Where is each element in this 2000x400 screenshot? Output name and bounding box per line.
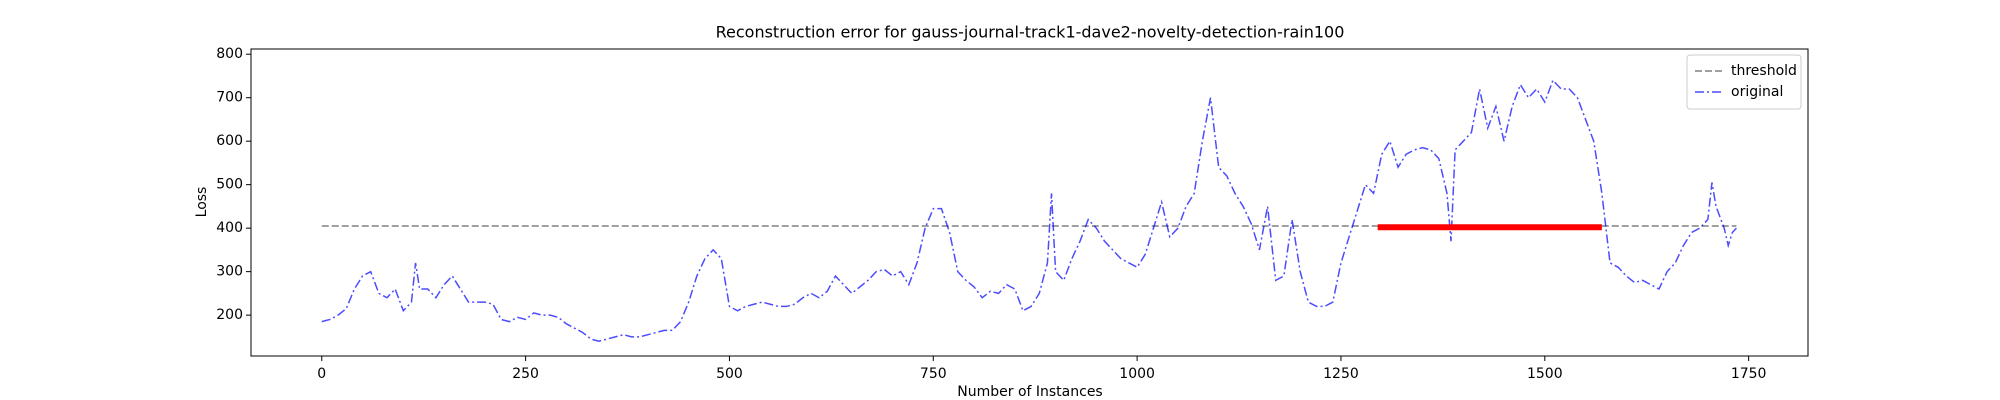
- y-axis-label: Loss: [194, 187, 210, 218]
- x-tick-label: 1250: [1323, 366, 1359, 382]
- y-tick-label: 500: [216, 177, 243, 193]
- legend-label: original: [1731, 84, 1783, 100]
- x-tick-label: 500: [716, 366, 743, 382]
- y-tick-label: 200: [216, 307, 243, 323]
- x-tick-label: 0: [317, 366, 326, 382]
- plot-frame: [250, 48, 1809, 357]
- x-tick-label: 250: [512, 366, 539, 382]
- x-tick-label: 750: [920, 366, 947, 382]
- series-line: [321, 78, 1737, 342]
- y-tick-label: 600: [216, 133, 243, 149]
- y-tick-label: 800: [216, 46, 243, 62]
- x-tick-label: 1500: [1527, 366, 1563, 382]
- y-tick-label: 300: [216, 264, 243, 280]
- x-axis-label: Number of Instances: [957, 384, 1102, 400]
- x-tick-label: 1000: [1119, 366, 1155, 382]
- y-tick-label: 700: [216, 90, 243, 106]
- chart-title: Reconstruction error for gauss-journal-t…: [716, 23, 1345, 42]
- legend-box: [1686, 54, 1802, 110]
- y-tick-label: 400: [216, 220, 243, 236]
- legend-label: threshold: [1731, 63, 1797, 79]
- x-tick-label: 1750: [1731, 366, 1767, 382]
